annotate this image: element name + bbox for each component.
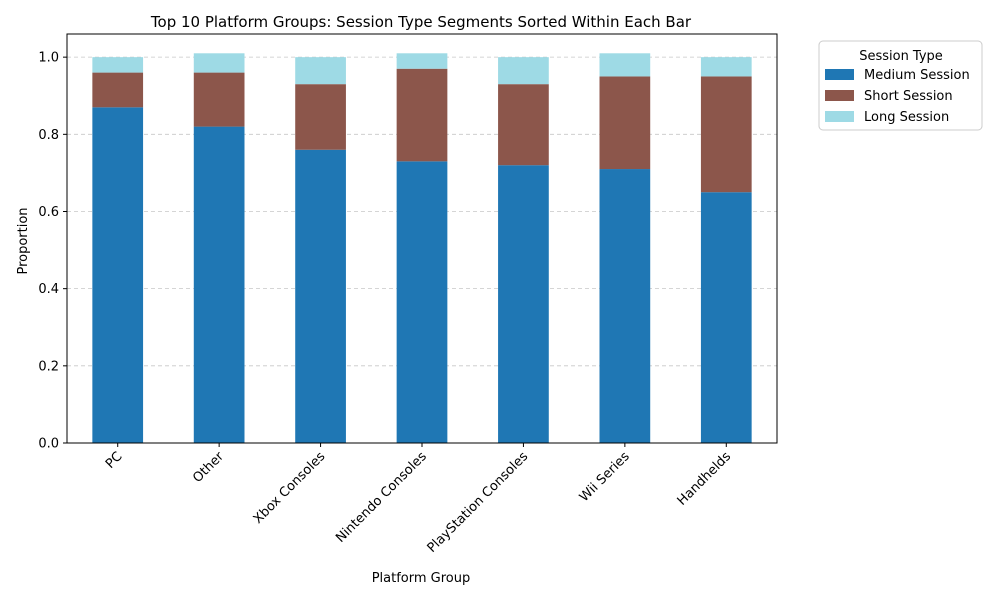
x-tick-label: Nintendo Consoles: [333, 449, 430, 546]
bar-medium-session: [396, 161, 448, 443]
bar-stack-other: [193, 53, 245, 444]
legend-title: Session Type: [859, 49, 943, 64]
bar-stack-pc: [92, 57, 144, 444]
bar-long-session: [193, 53, 245, 73]
legend-label: Short Session: [864, 89, 953, 104]
bar-short-session: [92, 72, 144, 108]
x-tick-label: PC: [103, 449, 126, 472]
y-tick-label: 0.8: [38, 128, 59, 143]
chart-title: Top 10 Platform Groups: Session Type Seg…: [150, 13, 692, 31]
bar-stack-nintendo-consoles: [396, 53, 448, 443]
bar-stack-playstation-consoles: [498, 57, 549, 444]
x-tick-label: Wii Series: [577, 449, 633, 505]
bar-long-session: [498, 57, 549, 85]
y-axis-title: Proportion: [16, 207, 31, 274]
bar-short-session: [396, 68, 448, 162]
legend-frame: [818, 40, 983, 131]
bar-short-session: [599, 76, 651, 170]
x-tick-label: Other: [190, 449, 227, 486]
bar-long-session: [92, 57, 144, 73]
legend-swatch: [825, 90, 854, 101]
bar-long-session: [396, 53, 448, 69]
bar-medium-session: [498, 165, 549, 444]
x-tick-label: Xbox Consoles: [251, 449, 329, 527]
bar-long-session: [700, 57, 752, 77]
bar-medium-session: [295, 149, 346, 444]
bar-long-session: [295, 57, 346, 85]
y-tick-label: 0.0: [38, 437, 59, 452]
bar-stack-handhelds: [700, 57, 752, 443]
bar-short-session: [498, 84, 549, 166]
x-ticks: PC Other Xbox Consoles Nintendo ConsolesPla…: [103, 443, 734, 556]
bar-long-session: [599, 53, 651, 77]
legend-swatch: [825, 69, 854, 80]
legend: Session Type Medium Session Short Session…: [818, 40, 983, 131]
bar-short-session: [700, 76, 752, 193]
bar-short-session: [193, 72, 245, 127]
y-tick-label: 0.2: [38, 359, 59, 374]
y-tick-label: 1.0: [38, 51, 59, 66]
legend-items: Medium Session Short Session Long Session: [825, 68, 970, 125]
legend-label: Medium Session: [864, 68, 970, 83]
bar-stack-xbox-consoles: [295, 57, 346, 444]
bar-medium-session: [700, 192, 752, 443]
legend-swatch: [825, 111, 854, 122]
y-tick-label: 0.6: [38, 205, 59, 220]
y-ticks: 0.0 0.2 0.4 0.6 0.8 1.0: [38, 51, 67, 452]
bars: [92, 53, 752, 444]
y-tick-label: 0.4: [38, 282, 59, 297]
bar-medium-session: [92, 107, 144, 444]
bar-short-session: [295, 84, 346, 150]
x-tick-label: PlayStation Consoles: [425, 449, 532, 556]
x-axis-title: Platform Group: [372, 571, 471, 586]
x-tick-label: Handhelds: [675, 449, 735, 509]
bar-stack-wii-series: [599, 53, 651, 443]
bar-medium-session: [599, 169, 651, 443]
legend-label: Long Session: [864, 110, 949, 125]
bar-medium-session: [193, 126, 245, 444]
